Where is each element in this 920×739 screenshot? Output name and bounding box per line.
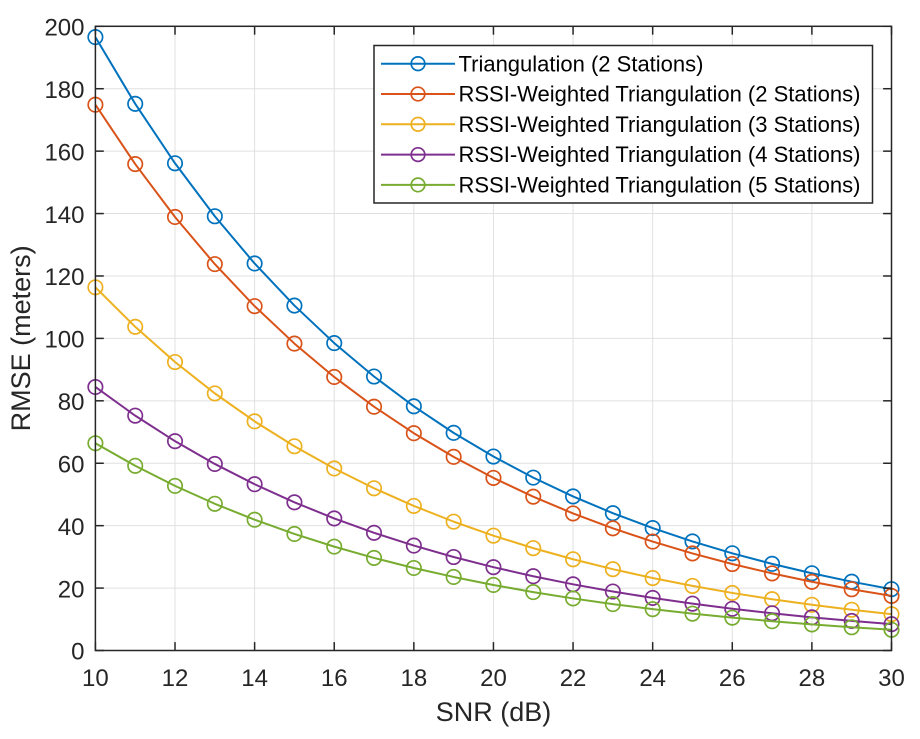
svg-text:24: 24 bbox=[639, 665, 666, 692]
svg-text:100: 100 bbox=[44, 327, 84, 354]
svg-text:160: 160 bbox=[44, 139, 84, 166]
svg-text:180: 180 bbox=[44, 77, 84, 104]
svg-text:20: 20 bbox=[480, 665, 507, 692]
svg-text:12: 12 bbox=[162, 665, 189, 692]
svg-text:30: 30 bbox=[878, 665, 905, 692]
svg-text:RSSI-Weighted Triangulation (2: RSSI-Weighted Triangulation (2 Stations) bbox=[459, 82, 861, 107]
svg-text:200: 200 bbox=[44, 15, 84, 42]
svg-text:14: 14 bbox=[241, 665, 268, 692]
svg-text:140: 140 bbox=[44, 202, 84, 229]
svg-text:22: 22 bbox=[560, 665, 587, 692]
svg-text:RSSI-Weighted Triangulation (5: RSSI-Weighted Triangulation (5 Stations) bbox=[459, 173, 861, 198]
svg-text:26: 26 bbox=[719, 665, 746, 692]
svg-text:60: 60 bbox=[58, 451, 85, 478]
svg-text:18: 18 bbox=[400, 665, 427, 692]
svg-text:0: 0 bbox=[71, 639, 84, 666]
svg-text:120: 120 bbox=[44, 264, 84, 291]
svg-text:10: 10 bbox=[82, 665, 109, 692]
svg-text:SNR (dB): SNR (dB) bbox=[436, 697, 552, 727]
svg-text:RMSE (meters): RMSE (meters) bbox=[6, 245, 36, 431]
svg-text:RSSI-Weighted Triangulation (3: RSSI-Weighted Triangulation (3 Stations) bbox=[459, 112, 861, 137]
svg-text:20: 20 bbox=[58, 576, 85, 603]
svg-text:28: 28 bbox=[799, 665, 826, 692]
svg-text:Triangulation (2 Stations): Triangulation (2 Stations) bbox=[459, 51, 704, 76]
svg-text:RSSI-Weighted Triangulation (4: RSSI-Weighted Triangulation (4 Stations) bbox=[459, 142, 861, 167]
svg-text:80: 80 bbox=[58, 389, 85, 416]
svg-text:16: 16 bbox=[321, 665, 348, 692]
svg-text:40: 40 bbox=[58, 514, 85, 541]
